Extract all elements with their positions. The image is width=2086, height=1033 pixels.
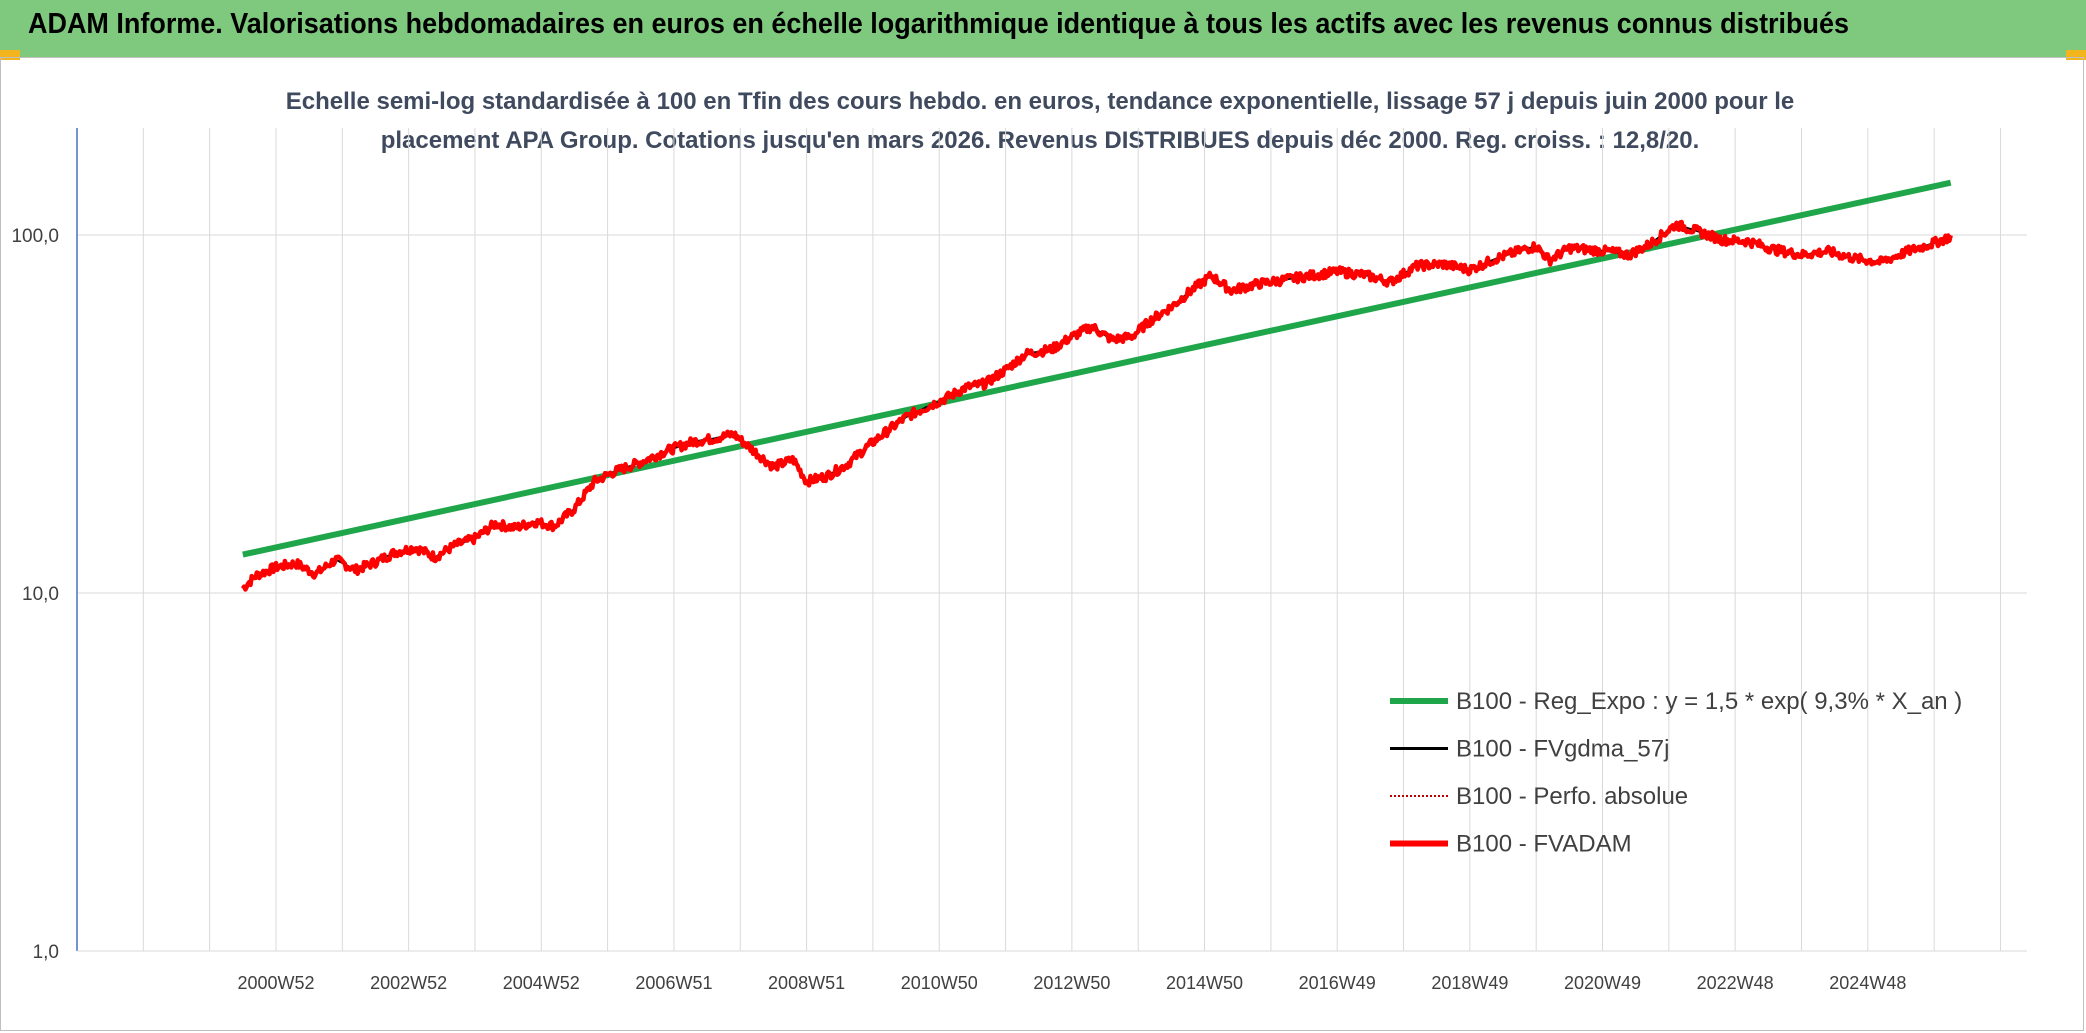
legend-label: B100 - FVgdma_57j bbox=[1456, 736, 1669, 763]
chart-subtitle-line-2: placement APA Group. Cotations jusqu'en … bbox=[380, 127, 1700, 154]
series-line-perfo-absolue bbox=[242, 220, 1952, 592]
x-tick-label: 2014W50 bbox=[1166, 973, 1243, 993]
x-tick-label: 2012W50 bbox=[1033, 973, 1110, 993]
x-tick-label: 2016W49 bbox=[1299, 973, 1376, 993]
y-tick-label: 1,0 bbox=[33, 942, 59, 963]
corner-mark-right bbox=[2066, 50, 2086, 60]
legend-label: B100 - Perfo. absolue bbox=[1456, 783, 1688, 810]
corner-mark-left bbox=[0, 50, 20, 60]
chart-subtitle-line-1: Echelle semi-log standardisée à 100 en T… bbox=[285, 88, 1795, 115]
series-line-fvadam bbox=[240, 219, 1953, 592]
x-tick-label: 2022W48 bbox=[1697, 973, 1774, 993]
x-tick-label: 2024W48 bbox=[1829, 973, 1906, 993]
legend-label: B100 - FVADAM bbox=[1456, 831, 1632, 858]
x-tick-label: 2010W50 bbox=[901, 973, 978, 993]
chart-frame bbox=[0, 57, 2084, 1031]
x-tick-label: 2004W52 bbox=[503, 973, 580, 993]
series-line-reg-expo bbox=[242, 179, 1952, 558]
x-tick-label: 2002W52 bbox=[370, 973, 447, 993]
x-tick-label: 2018W49 bbox=[1431, 973, 1508, 993]
page-title: ADAM Informe. Valorisations hebdomadaire… bbox=[28, 8, 1849, 40]
x-tick-label: 2000W52 bbox=[237, 973, 314, 993]
series-line-fvgdma bbox=[242, 223, 1952, 590]
x-tick-label: 2006W51 bbox=[635, 973, 712, 993]
y-tick-label: 10,0 bbox=[22, 584, 59, 605]
title-banner: ADAM Informe. Valorisations hebdomadaire… bbox=[0, 0, 2086, 57]
y-tick-label: 100,0 bbox=[11, 226, 59, 247]
legend-label: B100 - Reg_Expo : y = 1,5 * exp( 9,3% * … bbox=[1456, 688, 1962, 715]
x-tick-label: 2008W51 bbox=[768, 973, 845, 993]
x-tick-label: 2020W49 bbox=[1564, 973, 1641, 993]
